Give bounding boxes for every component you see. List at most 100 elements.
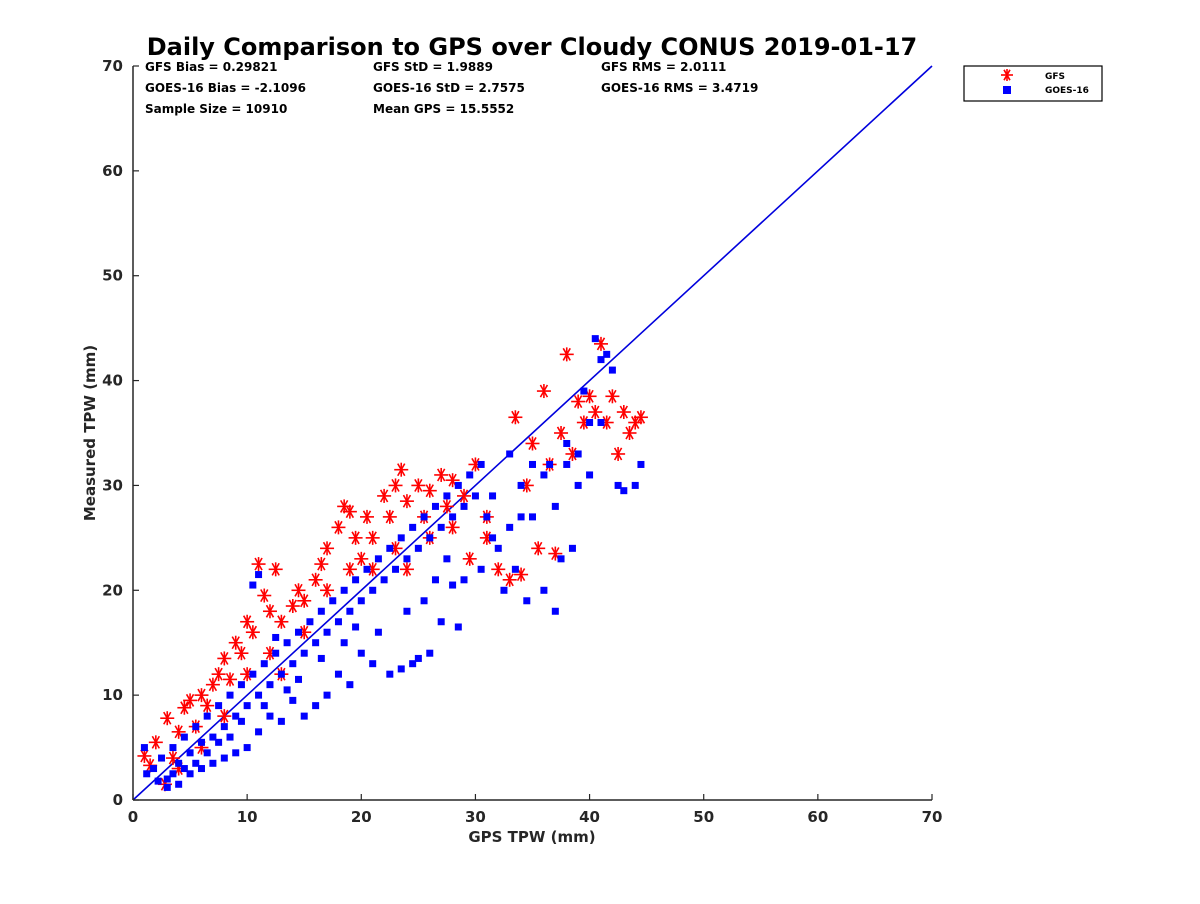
goes-16-point bbox=[500, 586, 508, 594]
gfs-point bbox=[308, 572, 323, 587]
goes-16-point bbox=[334, 618, 342, 626]
gfs-point bbox=[411, 478, 426, 493]
gfs-point bbox=[377, 488, 392, 503]
goes-16-point bbox=[369, 660, 377, 668]
goes-16-point bbox=[266, 712, 274, 720]
legend-gfs-asterisk bbox=[1001, 69, 1013, 81]
chart-title: Daily Comparison to GPS over Cloudy CONU… bbox=[147, 33, 918, 61]
goes-16-point bbox=[312, 639, 320, 647]
goes-16-point bbox=[295, 628, 303, 636]
goes-16-point bbox=[140, 744, 148, 752]
goes-16-point bbox=[409, 660, 417, 668]
goes-16-point bbox=[300, 712, 308, 720]
goes-16-point bbox=[603, 350, 611, 358]
goes-16-point bbox=[232, 712, 240, 720]
goes-16-point bbox=[397, 665, 405, 673]
y-axis-label: Measured TPW (mm) bbox=[81, 345, 99, 521]
goes-16-point bbox=[260, 702, 268, 710]
goes-16-point bbox=[203, 712, 211, 720]
gfs-point bbox=[171, 724, 186, 739]
goes-16-point bbox=[220, 723, 228, 731]
gfs-point bbox=[571, 394, 586, 409]
goes-16-point bbox=[392, 565, 400, 573]
x-tick-label: 40 bbox=[579, 808, 600, 826]
goes-16-point bbox=[494, 544, 502, 552]
goes-16-point bbox=[403, 555, 411, 563]
x-axis-label: GPS TPW (mm) bbox=[468, 828, 595, 846]
gfs-point bbox=[240, 614, 255, 629]
stat-goes-bias: GOES-16 Bias = -2.1096 bbox=[145, 81, 306, 95]
gfs-point bbox=[525, 436, 540, 451]
goes-16-point bbox=[357, 649, 365, 657]
goes-16-point bbox=[340, 639, 348, 647]
legend-gfs-label: GFS bbox=[1045, 72, 1065, 82]
goes-16-point bbox=[192, 723, 200, 731]
goes-16-point bbox=[237, 681, 245, 689]
goes-16-point bbox=[209, 733, 217, 741]
y-tick-label: 0 bbox=[113, 791, 123, 809]
goes-16-point bbox=[540, 471, 548, 479]
goes-16-point bbox=[551, 607, 559, 615]
goes-16-point bbox=[312, 702, 320, 710]
gfs-point bbox=[445, 520, 460, 535]
stat-gfs-rms: GFS RMS = 2.0111 bbox=[601, 60, 726, 74]
goes-16-point bbox=[283, 639, 291, 647]
goes-16-point bbox=[346, 681, 354, 689]
gfs-point bbox=[536, 384, 551, 399]
goes-16-point bbox=[414, 654, 422, 662]
goes-16-point bbox=[215, 702, 223, 710]
gfs-point bbox=[211, 667, 226, 682]
goes-16-point bbox=[232, 749, 240, 757]
goes-16-point bbox=[431, 576, 439, 584]
goes-16-point bbox=[597, 356, 605, 364]
goes-16-point bbox=[506, 450, 514, 458]
x-tick-label: 50 bbox=[693, 808, 714, 826]
stat-gfs-bias: GFS Bias = 0.29821 bbox=[145, 60, 277, 74]
gfs-point bbox=[502, 572, 517, 587]
goes-16-point bbox=[586, 419, 594, 427]
stat-mean-gps: Mean GPS = 15.5552 bbox=[373, 102, 514, 116]
goes-16-point bbox=[289, 660, 297, 668]
y-tick-label: 30 bbox=[102, 476, 123, 494]
y-tick-label: 70 bbox=[102, 57, 123, 75]
goes-16-point bbox=[529, 460, 536, 468]
goes-16-point bbox=[260, 660, 268, 668]
gfs-point bbox=[348, 530, 363, 545]
goes-16-point bbox=[346, 607, 354, 615]
goes-16-point bbox=[180, 765, 188, 773]
gfs-point bbox=[508, 410, 523, 425]
legend-gfs-marker bbox=[1001, 69, 1013, 81]
goes-16-point bbox=[277, 670, 285, 678]
legend: GFS GOES-16 bbox=[963, 65, 1103, 102]
goes-16-point bbox=[414, 544, 422, 552]
goes-16-point bbox=[420, 597, 428, 605]
gfs-point bbox=[559, 347, 574, 362]
goes-16-point bbox=[249, 581, 257, 589]
gfs-point bbox=[554, 426, 569, 440]
gfs-point bbox=[320, 541, 335, 556]
goes-16-point bbox=[454, 481, 462, 489]
goes-16-point bbox=[283, 686, 291, 694]
goes-16-point bbox=[506, 523, 514, 531]
stats-block: GFS Bias = 0.29821 GFS StD = 1.9889 GFS … bbox=[145, 60, 758, 116]
gfs-point bbox=[160, 711, 175, 726]
gfs-point bbox=[611, 446, 626, 461]
gfs-point bbox=[382, 509, 397, 524]
gfs-point bbox=[365, 530, 380, 545]
goes-16-point bbox=[197, 765, 205, 773]
goes-16-point bbox=[437, 523, 445, 531]
goes-16-point bbox=[483, 513, 491, 521]
gfs-point bbox=[439, 499, 454, 514]
goes-16-point bbox=[272, 649, 280, 657]
goes-16-point bbox=[237, 717, 245, 725]
gfs-point bbox=[605, 389, 620, 404]
goes-16-point bbox=[150, 765, 158, 773]
goes-16-point bbox=[197, 738, 205, 746]
x-tick-label: 10 bbox=[237, 808, 258, 826]
goes-16-point bbox=[489, 534, 497, 542]
goes-16-point bbox=[180, 733, 188, 741]
goes-16-point bbox=[374, 555, 382, 563]
goes-16-point bbox=[591, 335, 599, 343]
gfs-point bbox=[388, 478, 403, 493]
goes-16-point bbox=[369, 586, 377, 594]
